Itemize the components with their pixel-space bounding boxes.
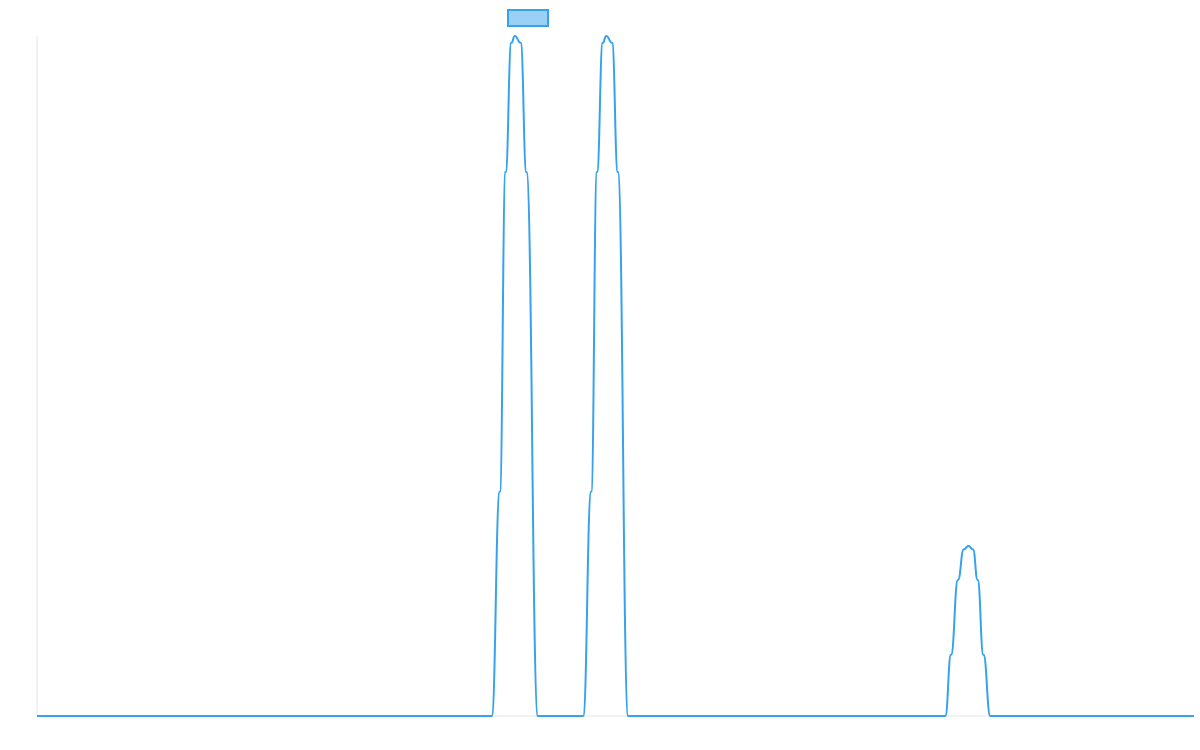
data-point[interactable] bbox=[512, 33, 518, 39]
data-point[interactable] bbox=[489, 713, 495, 719]
data-point[interactable] bbox=[609, 40, 615, 46]
data-point[interactable] bbox=[588, 489, 594, 495]
data-point[interactable] bbox=[523, 169, 529, 175]
data-point[interactable] bbox=[942, 713, 948, 719]
data-point[interactable] bbox=[518, 40, 524, 46]
data-point[interactable] bbox=[34, 713, 40, 719]
data-point[interactable] bbox=[1191, 713, 1197, 719]
series-layer bbox=[34, 33, 1197, 719]
data-point[interactable] bbox=[948, 652, 954, 658]
data-point[interactable] bbox=[603, 33, 609, 39]
data-point[interactable] bbox=[970, 546, 976, 552]
data-point[interactable] bbox=[600, 40, 606, 46]
data-point[interactable] bbox=[594, 169, 600, 175]
legend-swatch[interactable] bbox=[507, 9, 549, 27]
data-point[interactable] bbox=[955, 577, 961, 583]
data-point[interactable] bbox=[980, 652, 986, 658]
data-point[interactable] bbox=[975, 577, 981, 583]
data-point[interactable] bbox=[987, 713, 993, 719]
data-point[interactable] bbox=[580, 713, 586, 719]
series-line bbox=[37, 35, 1194, 717]
data-point[interactable] bbox=[508, 40, 514, 46]
data-point[interactable] bbox=[615, 169, 621, 175]
data-point[interactable] bbox=[503, 169, 509, 175]
data-point[interactable] bbox=[625, 713, 631, 719]
data-point[interactable] bbox=[540, 713, 546, 719]
data-point[interactable] bbox=[497, 489, 503, 495]
